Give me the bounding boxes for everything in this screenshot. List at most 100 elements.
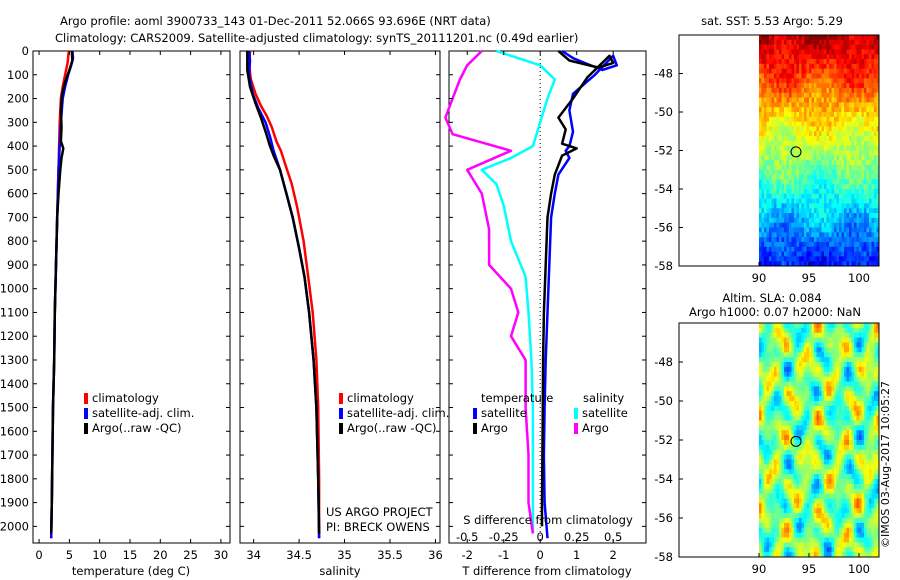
heatmap-cell [789,145,792,151]
heatmap-cell [819,454,822,460]
heatmap-cell [861,454,865,460]
heatmap-cell [856,386,860,392]
heatmap-cell [841,155,845,161]
heatmap-cell [859,189,862,195]
heatmap-cell [851,464,855,470]
heatmap-cell [799,352,802,358]
heatmap-cell [809,246,812,252]
heatmap-cell [789,503,792,509]
heatmap-cell [784,107,787,113]
heatmap-cell [759,396,762,402]
heatmap-cell [806,327,810,334]
heatmap-cell [856,184,860,190]
heatmap-cell [831,357,835,363]
heatmap-cell [819,488,822,494]
heatmap-cell [831,537,835,543]
heatmap-cell [799,107,802,113]
heatmap-cell [864,371,867,377]
heatmap-cell [874,241,877,248]
heatmap-cell [766,59,770,65]
heatmap-cell [776,435,780,441]
heatmap-cell [819,542,822,548]
heatmap-cell [791,59,795,65]
heatmap-cell [849,405,852,412]
heatmap-cell [856,203,860,209]
heatmap-cell [839,150,842,156]
heatmap-cell [834,63,837,69]
heatmap-cell [759,126,762,132]
heatmap-cell [784,493,787,499]
heatmap-cell [814,174,817,180]
heatmap-cell [796,241,800,248]
heatmap-cell [771,63,775,69]
heatmap-cell [781,213,785,219]
heatmap-cell [794,121,797,127]
legend-swatch-climatology [339,393,343,404]
heatmap-cell [836,164,840,171]
heatmap-cell [774,420,777,426]
heatmap-cell [829,464,832,470]
heatmap-cell [866,542,870,548]
heatmap-cell [764,362,767,368]
heatmap-cell [849,537,852,543]
heatmap-cell [791,261,795,267]
heatmap-cell [806,449,810,455]
heatmap-cell [851,386,855,392]
heatmap-cell [791,513,795,519]
heatmap-cell [844,222,847,228]
heatmap-cell [856,174,860,180]
heatmap-cell [826,430,830,436]
heatmap-cell [799,116,802,122]
heatmap-cell [816,396,820,402]
heatmap-cell [854,203,857,209]
heatmap-cell [794,401,797,407]
heatmap-cell [849,126,852,132]
heatmap-cell [854,357,857,363]
heatmap-cell [836,396,840,402]
heatmap-cell [761,498,765,504]
heatmap-cell [766,405,770,412]
legend-swatch-argo [339,423,343,434]
heatmap-cell [864,396,867,402]
heatmap-cell [866,508,870,514]
heatmap-cell [821,179,825,185]
heatmap-cell [871,415,875,421]
heatmap-cell [871,164,875,171]
heatmap-cell [859,532,862,538]
heatmap-cell [814,342,817,348]
heatmap-cell [839,435,842,441]
heatmap-cell [809,401,812,407]
heatmap-cell [809,256,812,262]
heatmap-cell [864,83,867,89]
heatmap-cell [791,246,795,252]
heatmap-cell [781,362,785,368]
heatmap-cell [794,337,797,343]
heatmap-cell [869,440,872,446]
heatmap-cell [794,386,797,392]
heatmap-cell [876,323,880,329]
heatmap-cell [819,362,822,368]
heatmap-cell [851,150,855,156]
heatmap-cell [869,87,872,94]
heatmap-cell [811,488,815,494]
heatmap-cell [766,401,770,407]
heatmap-cell [824,547,827,553]
heatmap-cell [874,246,877,252]
heatmap-cell [801,49,805,55]
heatmap-cell [781,126,785,132]
heatmap-cell [831,488,835,494]
x-tick-label: 25 [183,548,198,562]
heatmap-cell [794,362,797,368]
heatmap-cell [831,493,835,499]
heatmap-cell [824,237,827,243]
heatmap-cell [841,327,845,334]
heatmap-cell [784,160,787,166]
heatmap-cell [831,189,835,195]
heatmap-cell [789,381,792,387]
heatmap-cell [769,189,772,195]
heatmap-cell [794,126,797,132]
heatmap-cell [844,381,847,387]
heatmap-cell [784,362,787,368]
heatmap-cell [779,347,782,353]
heatmap-cell [874,435,877,441]
